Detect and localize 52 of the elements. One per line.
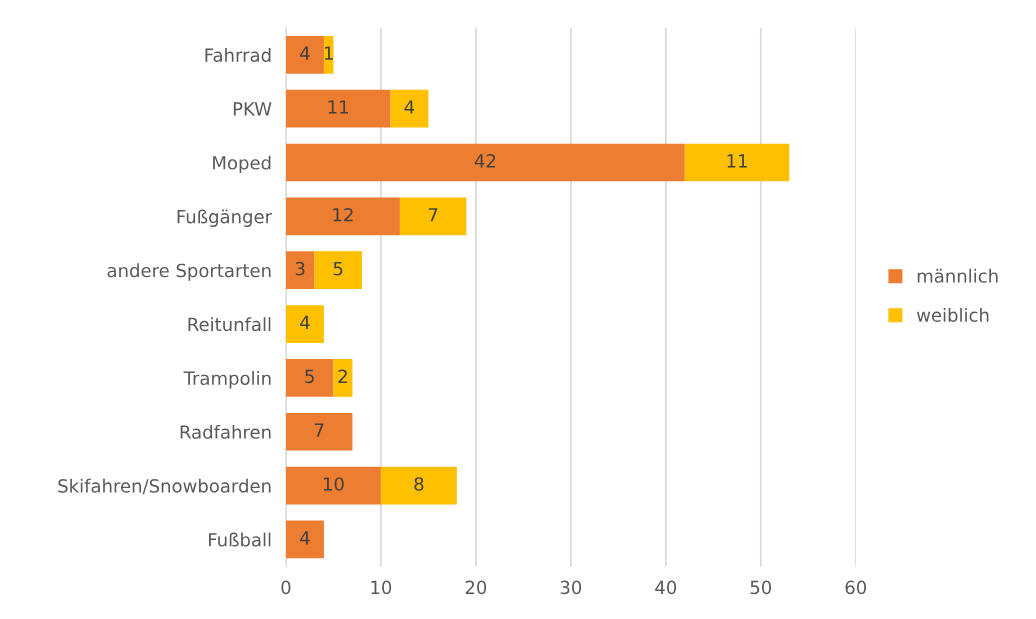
bar [285,35,324,74]
y-tick-label: Fußball [209,532,271,547]
bar [285,143,685,182]
legend-label: männlich [917,268,998,283]
bar [285,251,315,290]
bar [333,359,353,397]
data-label: 7 [314,423,324,437]
data-label: 42 [474,154,496,168]
y-tick-label: Fußgänger [177,209,273,227]
bar [285,412,353,451]
data-label: 4 [300,531,310,545]
bar [684,143,790,182]
data-label: 11 [727,154,747,168]
y-tick-label: Trampolin [183,371,271,389]
data-label: 11 [328,100,348,114]
y-tick-label: Radfahren [180,424,271,439]
data-label: 7 [428,208,438,222]
data-label: 8 [414,477,424,491]
x-tick-label: 10 [371,580,392,595]
bar [390,89,429,128]
bar [285,197,400,236]
bar [285,305,324,343]
data-label: 4 [300,315,310,330]
data-label: 5 [305,369,314,384]
bar [285,359,334,397]
data-label: 4 [404,100,415,114]
y-tick-label: PKW [233,102,272,116]
x-tick-label: 60 [845,580,867,595]
x-tick-label: 20 [465,580,487,595]
data-label: 12 [333,207,353,222]
x-tick-label: 50 [750,580,772,595]
bar [314,251,362,290]
y-tick-label: Moped [213,155,271,174]
data-label: 3 [295,261,305,276]
bar [399,197,467,236]
bar [380,466,457,505]
data-label: 2 [338,369,347,383]
y-tick-label: andere Sportarten [107,263,271,281]
bar [285,466,381,505]
y-tick-label: Fahrrad [205,47,271,62]
y-tick-label: Reitunfall [188,317,271,332]
bar [285,520,324,559]
legend-label: weiblich [916,307,989,322]
data-label: 1 [324,46,333,60]
data-label: 5 [333,262,343,276]
bar [285,89,391,128]
y-tick-label: Skifahren/Snowboarden [58,478,271,495]
data-label: 4 [300,46,310,60]
data-label: 10 [323,477,344,491]
x-tick-label: 0 [281,580,291,595]
x-tick-label: 30 [560,580,582,595]
x-tick-label: 40 [655,580,677,595]
